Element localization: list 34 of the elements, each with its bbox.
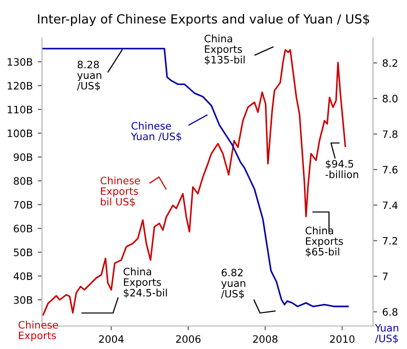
annotation: $94.5 -billion	[325, 160, 358, 178]
y-tick-label: 110B	[8, 106, 32, 114]
y-tick-label: 30B	[14, 296, 32, 304]
chart-title: Inter-play of Chinese Exports and value of Yuan / US$	[38, 14, 370, 26]
y2-tick-label: 7.4	[382, 202, 398, 209]
x-tick-label: 2006	[176, 335, 201, 343]
annotation: 6.82 yuan /US$	[221, 268, 246, 299]
legend-label: Chinese Exports bil US$	[100, 176, 140, 207]
y-tick-label: 60B	[14, 224, 32, 232]
y-tick-label: 130B	[8, 58, 32, 66]
annotation: China Exports $24.5-bil	[124, 268, 167, 298]
x-tick-label: 2004	[99, 335, 124, 343]
y-tick-label: 70B	[14, 200, 32, 209]
y-tick-label: 80B	[14, 177, 32, 185]
text: Chinese Yuan /US$	[130, 122, 182, 142]
y-tick-label: 90B	[14, 153, 32, 162]
y-tick-label: 120B	[8, 82, 32, 90]
y-tick-label: 40B	[14, 272, 32, 280]
x-tick-label: 2010	[330, 335, 354, 343]
y2-axis-title: Yuan /US$	[374, 324, 398, 344]
annotation: China Exports $65-bil	[306, 226, 343, 257]
annotation: 8.28 yuan /US$	[77, 60, 102, 91]
x-tick-label: 2008	[253, 335, 278, 343]
annotation: China Exports $135-bil	[204, 34, 245, 65]
y2-tick-label: 7.2	[382, 236, 398, 245]
y-tick-label: 50B	[14, 248, 32, 256]
y2-tick-label: 7	[382, 272, 388, 280]
y2-tick-label: 7.6	[382, 166, 398, 174]
y2-tick-label: 8.0	[382, 94, 398, 102]
y2-tick-label: 7.8	[382, 130, 398, 138]
y2-tick-label: 6.8	[382, 308, 398, 316]
y2-tick-label: 8.2	[382, 59, 398, 67]
y-axis-title: Chinese Exports	[18, 320, 58, 342]
y-tick-label: 100B	[8, 130, 32, 138]
